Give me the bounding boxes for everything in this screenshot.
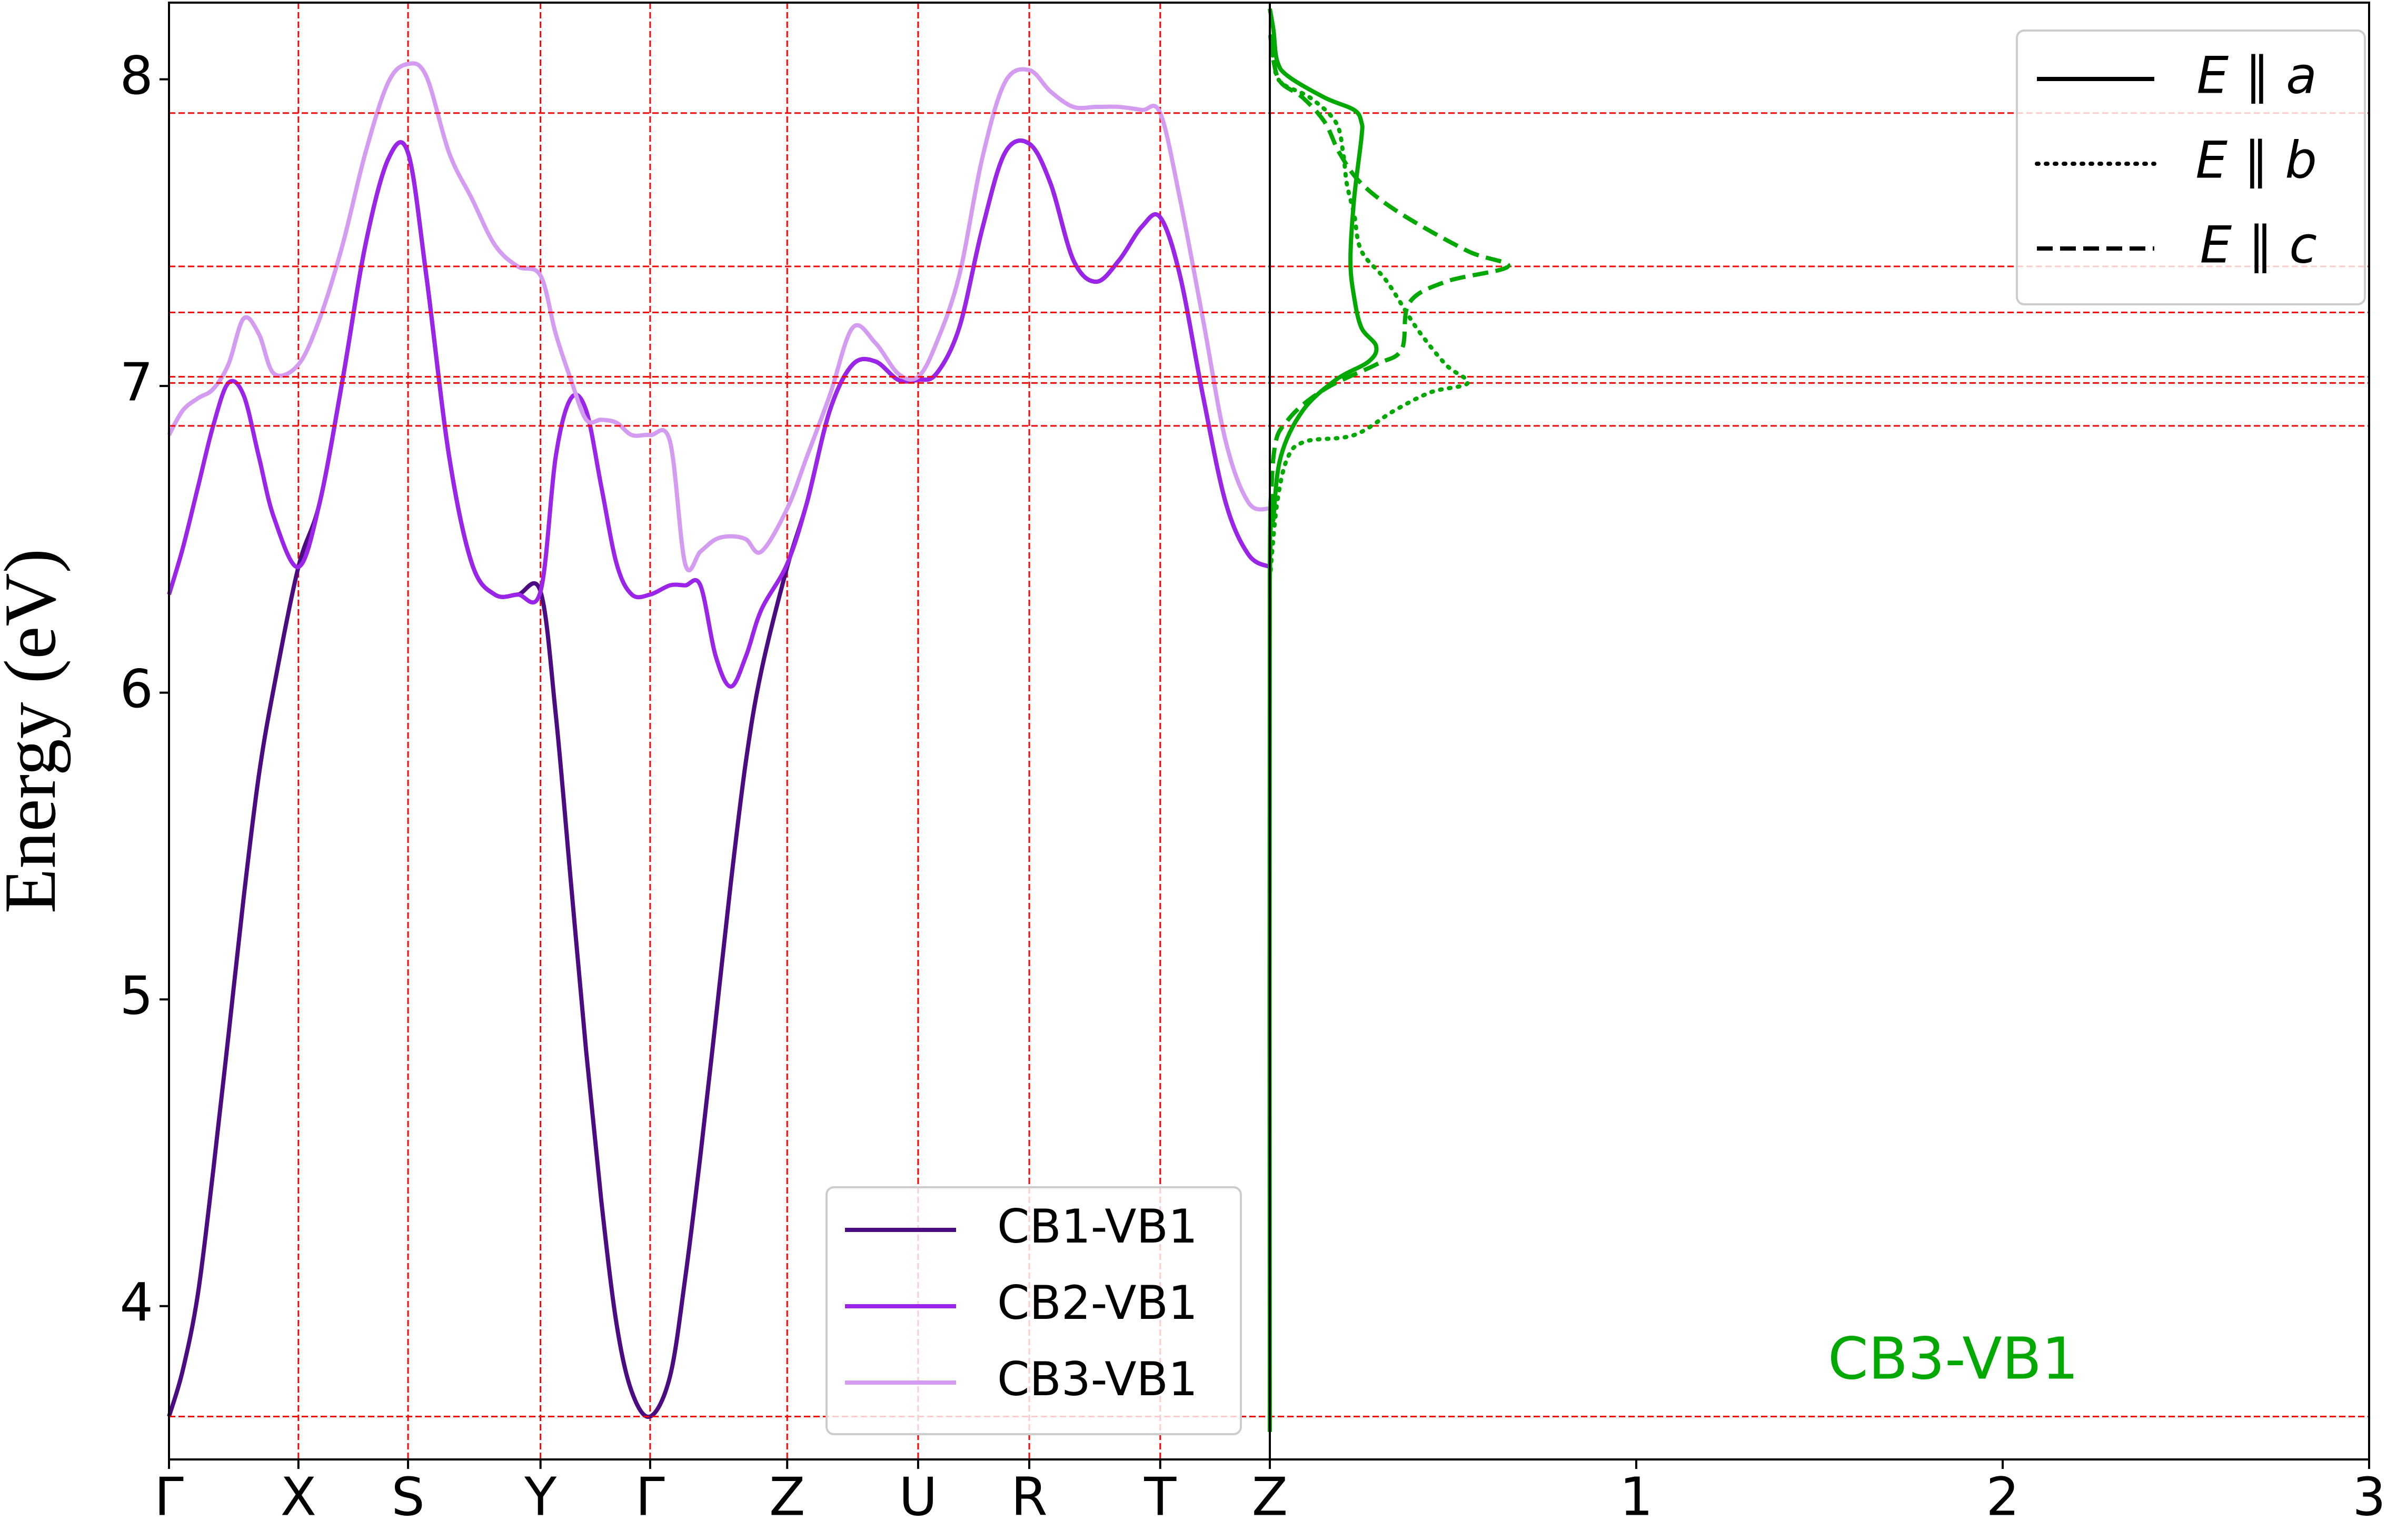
y-tick-label: 6 bbox=[120, 658, 153, 720]
legend: E ∥ a E ∥ b E ∥ c bbox=[2016, 29, 2366, 305]
x-tick-label: 3 bbox=[2352, 1466, 2386, 1527]
x-tick-label: X bbox=[281, 1466, 317, 1527]
x-tick-label: Z bbox=[769, 1466, 805, 1527]
y-axis-label: Energy (eV) bbox=[0, 549, 71, 913]
legend-label: E ∥ c bbox=[2200, 215, 2317, 274]
x-tick-label: Γ bbox=[154, 1466, 184, 1527]
x-tick-label: R bbox=[1011, 1466, 1047, 1527]
x-tick-label: Z bbox=[1252, 1466, 1288, 1527]
y-tick-label: 4 bbox=[120, 1271, 153, 1333]
legend-label: E ∥ b bbox=[2195, 131, 2317, 190]
axes-frame bbox=[1269, 2, 2370, 1460]
x-tick-label: Γ bbox=[635, 1466, 665, 1527]
x-tick-label: S bbox=[391, 1466, 424, 1527]
y-tick-label: 8 bbox=[120, 45, 153, 106]
x-tick-label: U bbox=[899, 1466, 937, 1527]
spectrum-line bbox=[1267, 8, 1379, 1432]
legend-box bbox=[2016, 29, 2366, 305]
x-tick-label: 2 bbox=[1986, 1466, 2020, 1527]
y-tick-label: 7 bbox=[120, 352, 153, 413]
x-tick-label: 1 bbox=[1619, 1466, 1653, 1527]
legend-label: CB1-VB1 bbox=[997, 1199, 1198, 1254]
x-tick-label: Y bbox=[524, 1466, 557, 1527]
y-tick-label: 5 bbox=[120, 965, 153, 1027]
legend: CB1-VB1 CB2-VB1 CB3-VB1 bbox=[825, 1186, 1242, 1435]
annotation: CB3-VB1 bbox=[1828, 1325, 2078, 1392]
legend-label: CB2-VB1 bbox=[997, 1276, 1198, 1330]
band-line bbox=[167, 61, 1271, 573]
x-tick-label: T bbox=[1143, 1466, 1177, 1527]
spectrum-line bbox=[1268, 28, 1470, 582]
legend-label: CB3-VB1 bbox=[997, 1352, 1198, 1406]
legend-box bbox=[825, 1186, 1242, 1435]
band-line bbox=[167, 138, 1271, 689]
spectrum-line bbox=[1268, 29, 1510, 580]
legend-label: E ∥ a bbox=[2196, 46, 2317, 105]
